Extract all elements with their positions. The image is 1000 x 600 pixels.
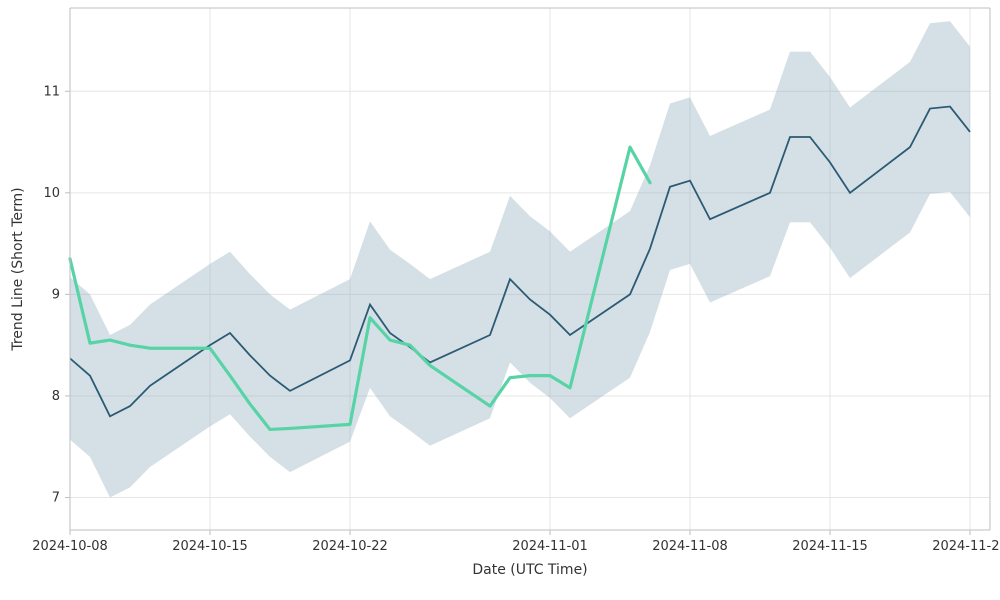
y-tick-label: 10 — [43, 186, 60, 201]
x-tick-label: 2024-10-15 — [172, 539, 248, 554]
x-tick-label: 2024-10-08 — [32, 539, 108, 554]
x-tick-label: 2024-11-22 — [932, 539, 1000, 554]
x-axis-label: Date (UTC Time) — [472, 562, 587, 578]
x-tick-label: 2024-10-22 — [312, 539, 388, 554]
y-tick-label: 8 — [52, 389, 60, 404]
y-tick-label: 11 — [43, 84, 60, 99]
x-tick-label: 2024-11-01 — [512, 539, 588, 554]
y-tick-label: 9 — [52, 287, 60, 302]
chart-svg: 2024-10-08 2024-10-15 2024-10-22 2024-11-01… — [0, 0, 1000, 600]
y-axis-label: Trend Line (Short Term) — [10, 187, 26, 351]
x-tick-label: 2024-11-08 — [652, 539, 728, 554]
x-tick-label: 2024-11-15 — [792, 539, 868, 554]
trend-chart: 2024-10-08 2024-10-15 2024-10-22 2024-11-01… — [0, 0, 1000, 600]
y-tick-label: 7 — [52, 491, 60, 506]
